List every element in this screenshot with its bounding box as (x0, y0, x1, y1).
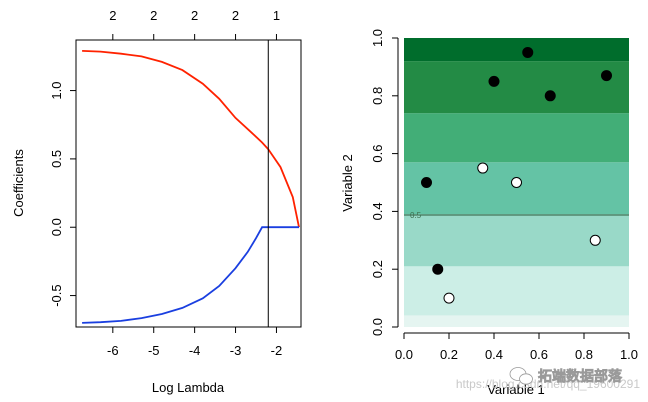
classification-scatter-plot: 0.5 0.0 0.2 0.4 0.6 0.8 1.0 0.0 0.2 0.4 0.6 0.8 1.… (340, 29, 638, 397)
wechat-logo-icon (509, 367, 533, 385)
y-tick-label: 0.6 (370, 145, 385, 163)
open-point (477, 162, 489, 174)
y-tick-label: 0.8 (370, 87, 385, 105)
top-tick-label: 2 (191, 8, 198, 23)
filled-point (488, 75, 500, 87)
coefficient-line-1 (82, 50, 300, 228)
probability-band-1 (404, 315, 629, 327)
filled-point (544, 90, 556, 102)
coefficient-line-2 (82, 226, 299, 324)
y-tick-label: -0.5 (49, 284, 64, 306)
top-tick-label: 2 (150, 8, 157, 23)
y-tick-label: 0.5 (49, 150, 64, 168)
top-tick-label: 1 (273, 8, 280, 23)
watermark: https://blog.csdn.net/qq_19600291 拓端数据部落 (456, 367, 640, 391)
x-tick-label: 1.0 (620, 347, 638, 362)
x-tick-label: -5 (148, 343, 160, 358)
filled-point (601, 70, 612, 82)
top-tick-label: 2 (232, 8, 239, 23)
open-point (511, 177, 522, 188)
x-tick-label: -3 (230, 343, 242, 358)
probability-bands (404, 38, 629, 327)
y-axis: -0.5 0.0 0.5 1.0 (49, 82, 76, 307)
x-axis: -6 -5 -4 -3 -2 (107, 327, 282, 358)
top-tick-label: 2 (109, 8, 116, 23)
x-tick-label: 0.6 (530, 347, 548, 362)
open-point (589, 234, 601, 246)
watermark-url: https://blog.csdn.net/qq_19600291 (456, 377, 640, 391)
data-points (421, 46, 612, 304)
filled-point (522, 46, 534, 58)
y-axis-label: Variable 2 (340, 154, 355, 212)
open-point (443, 292, 455, 304)
y-tick-label: 0.4 (370, 202, 385, 220)
contour-label: 0.5 (410, 211, 422, 220)
top-axis-nonzero-counts: 2 2 2 2 1 (109, 8, 280, 40)
probability-band-6 (404, 61, 629, 114)
probability-band-2 (404, 266, 629, 316)
y-tick-label: 1.0 (49, 82, 64, 100)
x-axis-label: Variable 1 (487, 382, 545, 397)
y-axis-label: Coefficients (11, 149, 26, 217)
x-tick-label: 0.8 (575, 347, 593, 362)
x-axis: 0.0 0.2 0.4 0.6 0.8 1.0 (395, 332, 638, 362)
probability-band-5 (404, 113, 629, 163)
coefficient-series (82, 50, 300, 324)
y-tick-label: 0.0 (370, 318, 385, 336)
coefficient-path-plot: -6 -5 -4 -3 -2 -0.5 0.0 0.5 1.0 2 2 2 2 1 Log Lambd… (11, 8, 302, 395)
x-tick-label: -6 (107, 343, 119, 358)
x-tick-label: -4 (189, 343, 201, 358)
probability-band-7 (404, 38, 629, 62)
y-axis: 0.0 0.2 0.4 0.6 0.8 1.0 (370, 29, 399, 336)
filled-point (432, 263, 444, 275)
decision-contour: 0.5 (404, 211, 629, 220)
x-tick-label: 0.2 (440, 347, 458, 362)
x-tick-label: -2 (271, 343, 283, 358)
x-tick-label: 0.4 (485, 347, 503, 362)
filled-point (421, 177, 432, 188)
y-tick-label: 1.0 (370, 29, 385, 47)
probability-band-4 (404, 162, 629, 215)
plot-frame (75, 39, 302, 328)
x-axis-label: Log Lambda (152, 380, 225, 395)
watermark-brand: 拓端数据部落 (538, 368, 623, 385)
y-tick-label: 0.2 (370, 260, 385, 278)
x-tick-label: 0.0 (395, 347, 413, 362)
y-tick-label: 0.0 (49, 218, 64, 236)
